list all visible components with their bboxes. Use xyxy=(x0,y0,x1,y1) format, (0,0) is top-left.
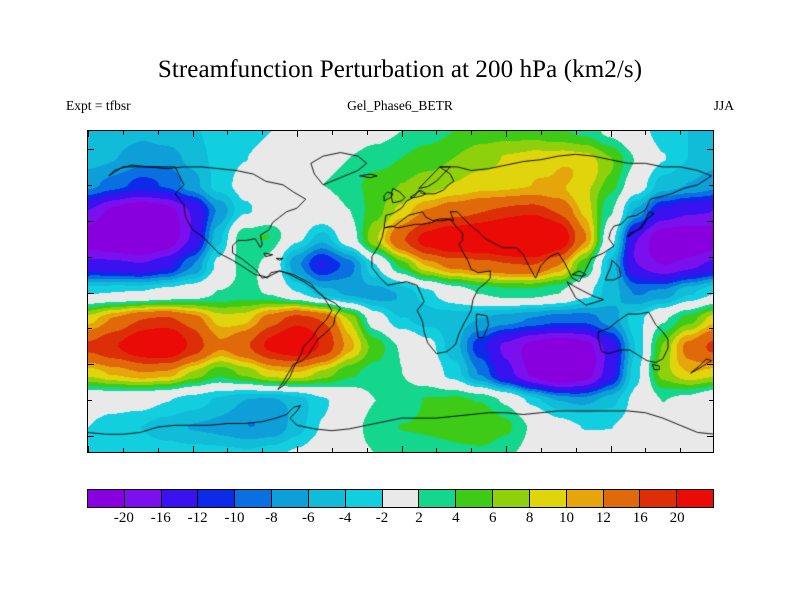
x-axis-tick-mark xyxy=(401,131,403,137)
colorbar-tick-label: -2 xyxy=(375,510,389,526)
y-axis-minor-tick xyxy=(88,400,92,402)
x-axis-tick-mark xyxy=(401,446,403,452)
x-axis-minor-tick xyxy=(366,448,368,452)
colorbar-band xyxy=(639,490,677,507)
colorbar-band xyxy=(271,490,308,507)
colorbar-tick-label: 12 xyxy=(595,510,611,526)
x-axis-tick-mark xyxy=(610,446,612,452)
colorbar-tick-label: -20 xyxy=(113,510,134,526)
x-axis-tick-mark xyxy=(192,131,194,137)
x-axis-tick-mark xyxy=(297,131,298,137)
x-axis-minor-tick xyxy=(436,131,438,135)
x-axis-minor-tick xyxy=(157,448,159,452)
page-title: Streamfunction Perturbation at 200 hPa (… xyxy=(157,56,643,83)
colorbar-band xyxy=(492,490,529,507)
y-axis-minor-tick xyxy=(88,184,92,186)
x-axis-minor-tick xyxy=(645,131,647,135)
colorbar-tick-label: 20 xyxy=(669,510,685,526)
x-axis-minor-tick xyxy=(262,131,264,135)
colorbar-band xyxy=(455,490,493,507)
x-axis-minor-tick xyxy=(122,131,124,135)
y-axis-minor-tick xyxy=(709,328,713,330)
x-axis-minor-tick xyxy=(575,448,577,452)
x-axis-minor-tick xyxy=(680,448,682,452)
x-axis-tick-mark xyxy=(506,446,507,452)
y-axis-minor-tick xyxy=(88,328,92,330)
y-axis-tick-mark xyxy=(707,292,713,294)
y-axis-tick-mark xyxy=(88,148,94,150)
x-axis-minor-tick xyxy=(227,131,229,135)
x-axis-tick-mark xyxy=(88,131,89,137)
colorbar-tick-label: 8 xyxy=(525,510,534,526)
x-axis-minor-tick xyxy=(366,131,368,135)
x-axis-minor-tick xyxy=(436,448,438,452)
x-axis-tick-mark xyxy=(506,131,507,137)
x-axis-minor-tick xyxy=(645,448,647,452)
colorbar-band xyxy=(234,490,272,507)
x-axis-minor-tick xyxy=(540,131,542,135)
colorbar-tick-label: 10 xyxy=(558,510,574,526)
y-axis-tick-mark xyxy=(707,148,713,150)
x-axis-tick-mark xyxy=(88,446,89,452)
y-axis-tick-mark xyxy=(88,436,94,438)
x-axis-minor-tick xyxy=(331,448,333,452)
colorbar xyxy=(87,489,714,508)
contour-map-canvas xyxy=(88,131,713,452)
colorbar-tick-label: 2 xyxy=(415,510,423,526)
colorbar-band xyxy=(197,490,235,507)
x-axis-minor-tick xyxy=(680,131,682,135)
colorbar-band xyxy=(528,490,566,507)
x-axis-minor-tick xyxy=(471,448,473,452)
x-axis-minor-tick xyxy=(157,131,159,135)
season-label: JJA xyxy=(713,98,734,113)
x-axis-minor-tick xyxy=(227,448,229,452)
colorbar-tick-label: 4 xyxy=(452,510,460,526)
x-axis-minor-tick xyxy=(575,131,577,135)
y-axis-tick-mark xyxy=(88,364,94,366)
colorbar-tick-label: -12 xyxy=(187,510,208,526)
y-axis-tick-mark xyxy=(707,220,713,222)
y-axis-minor-tick xyxy=(709,400,713,402)
y-axis-minor-tick xyxy=(709,256,713,258)
colorbar-band xyxy=(565,490,603,507)
colorbar-tick-label: 6 xyxy=(488,510,497,526)
colorbar-tick-label: -10 xyxy=(224,510,245,526)
map-plot-area: 80N40N040S80S180120W60W060E120E180 xyxy=(87,130,714,453)
colorbar-band xyxy=(307,490,345,507)
x-axis-minor-tick xyxy=(262,448,264,452)
colorbar-tick-label: -6 xyxy=(302,510,315,526)
colorbar-band xyxy=(123,490,161,507)
x-axis-minor-tick xyxy=(331,131,333,135)
x-axis-tick-mark xyxy=(192,446,194,452)
colorbar-band xyxy=(160,490,198,507)
y-axis-minor-tick xyxy=(88,256,92,258)
colorbar-tick-label: -16 xyxy=(150,510,171,526)
case-subtitle: Gel_Phase6_BETR xyxy=(347,98,453,113)
colorbar-band xyxy=(676,490,714,507)
x-axis-tick-mark xyxy=(297,446,298,452)
y-axis-minor-tick xyxy=(709,184,713,186)
colorbar-tick-label: -8 xyxy=(265,510,278,526)
colorbar-labels: -20 -16 -12 -10 -8 -6 -4 -2 2 4 6 8 10 12 16 20 xyxy=(87,510,714,532)
colorbar-band xyxy=(344,490,382,507)
colorbar-band xyxy=(418,490,456,507)
colorbar-tick-label: -4 xyxy=(338,510,352,526)
colorbar-band xyxy=(381,490,419,507)
x-axis-minor-tick xyxy=(122,448,124,452)
x-axis-tick-mark xyxy=(610,131,612,137)
x-axis-minor-tick xyxy=(540,448,542,452)
y-axis-tick-mark xyxy=(707,436,713,438)
colorbar-band xyxy=(602,490,640,507)
colorbar-band xyxy=(88,490,124,507)
y-axis-tick-mark xyxy=(88,292,94,294)
y-axis-tick-mark xyxy=(88,220,94,222)
x-axis-minor-tick xyxy=(471,131,473,135)
colorbar-tick-label: 16 xyxy=(632,510,648,526)
experiment-label: Expt = tfbsr xyxy=(66,98,131,113)
y-axis-tick-mark xyxy=(707,364,713,366)
